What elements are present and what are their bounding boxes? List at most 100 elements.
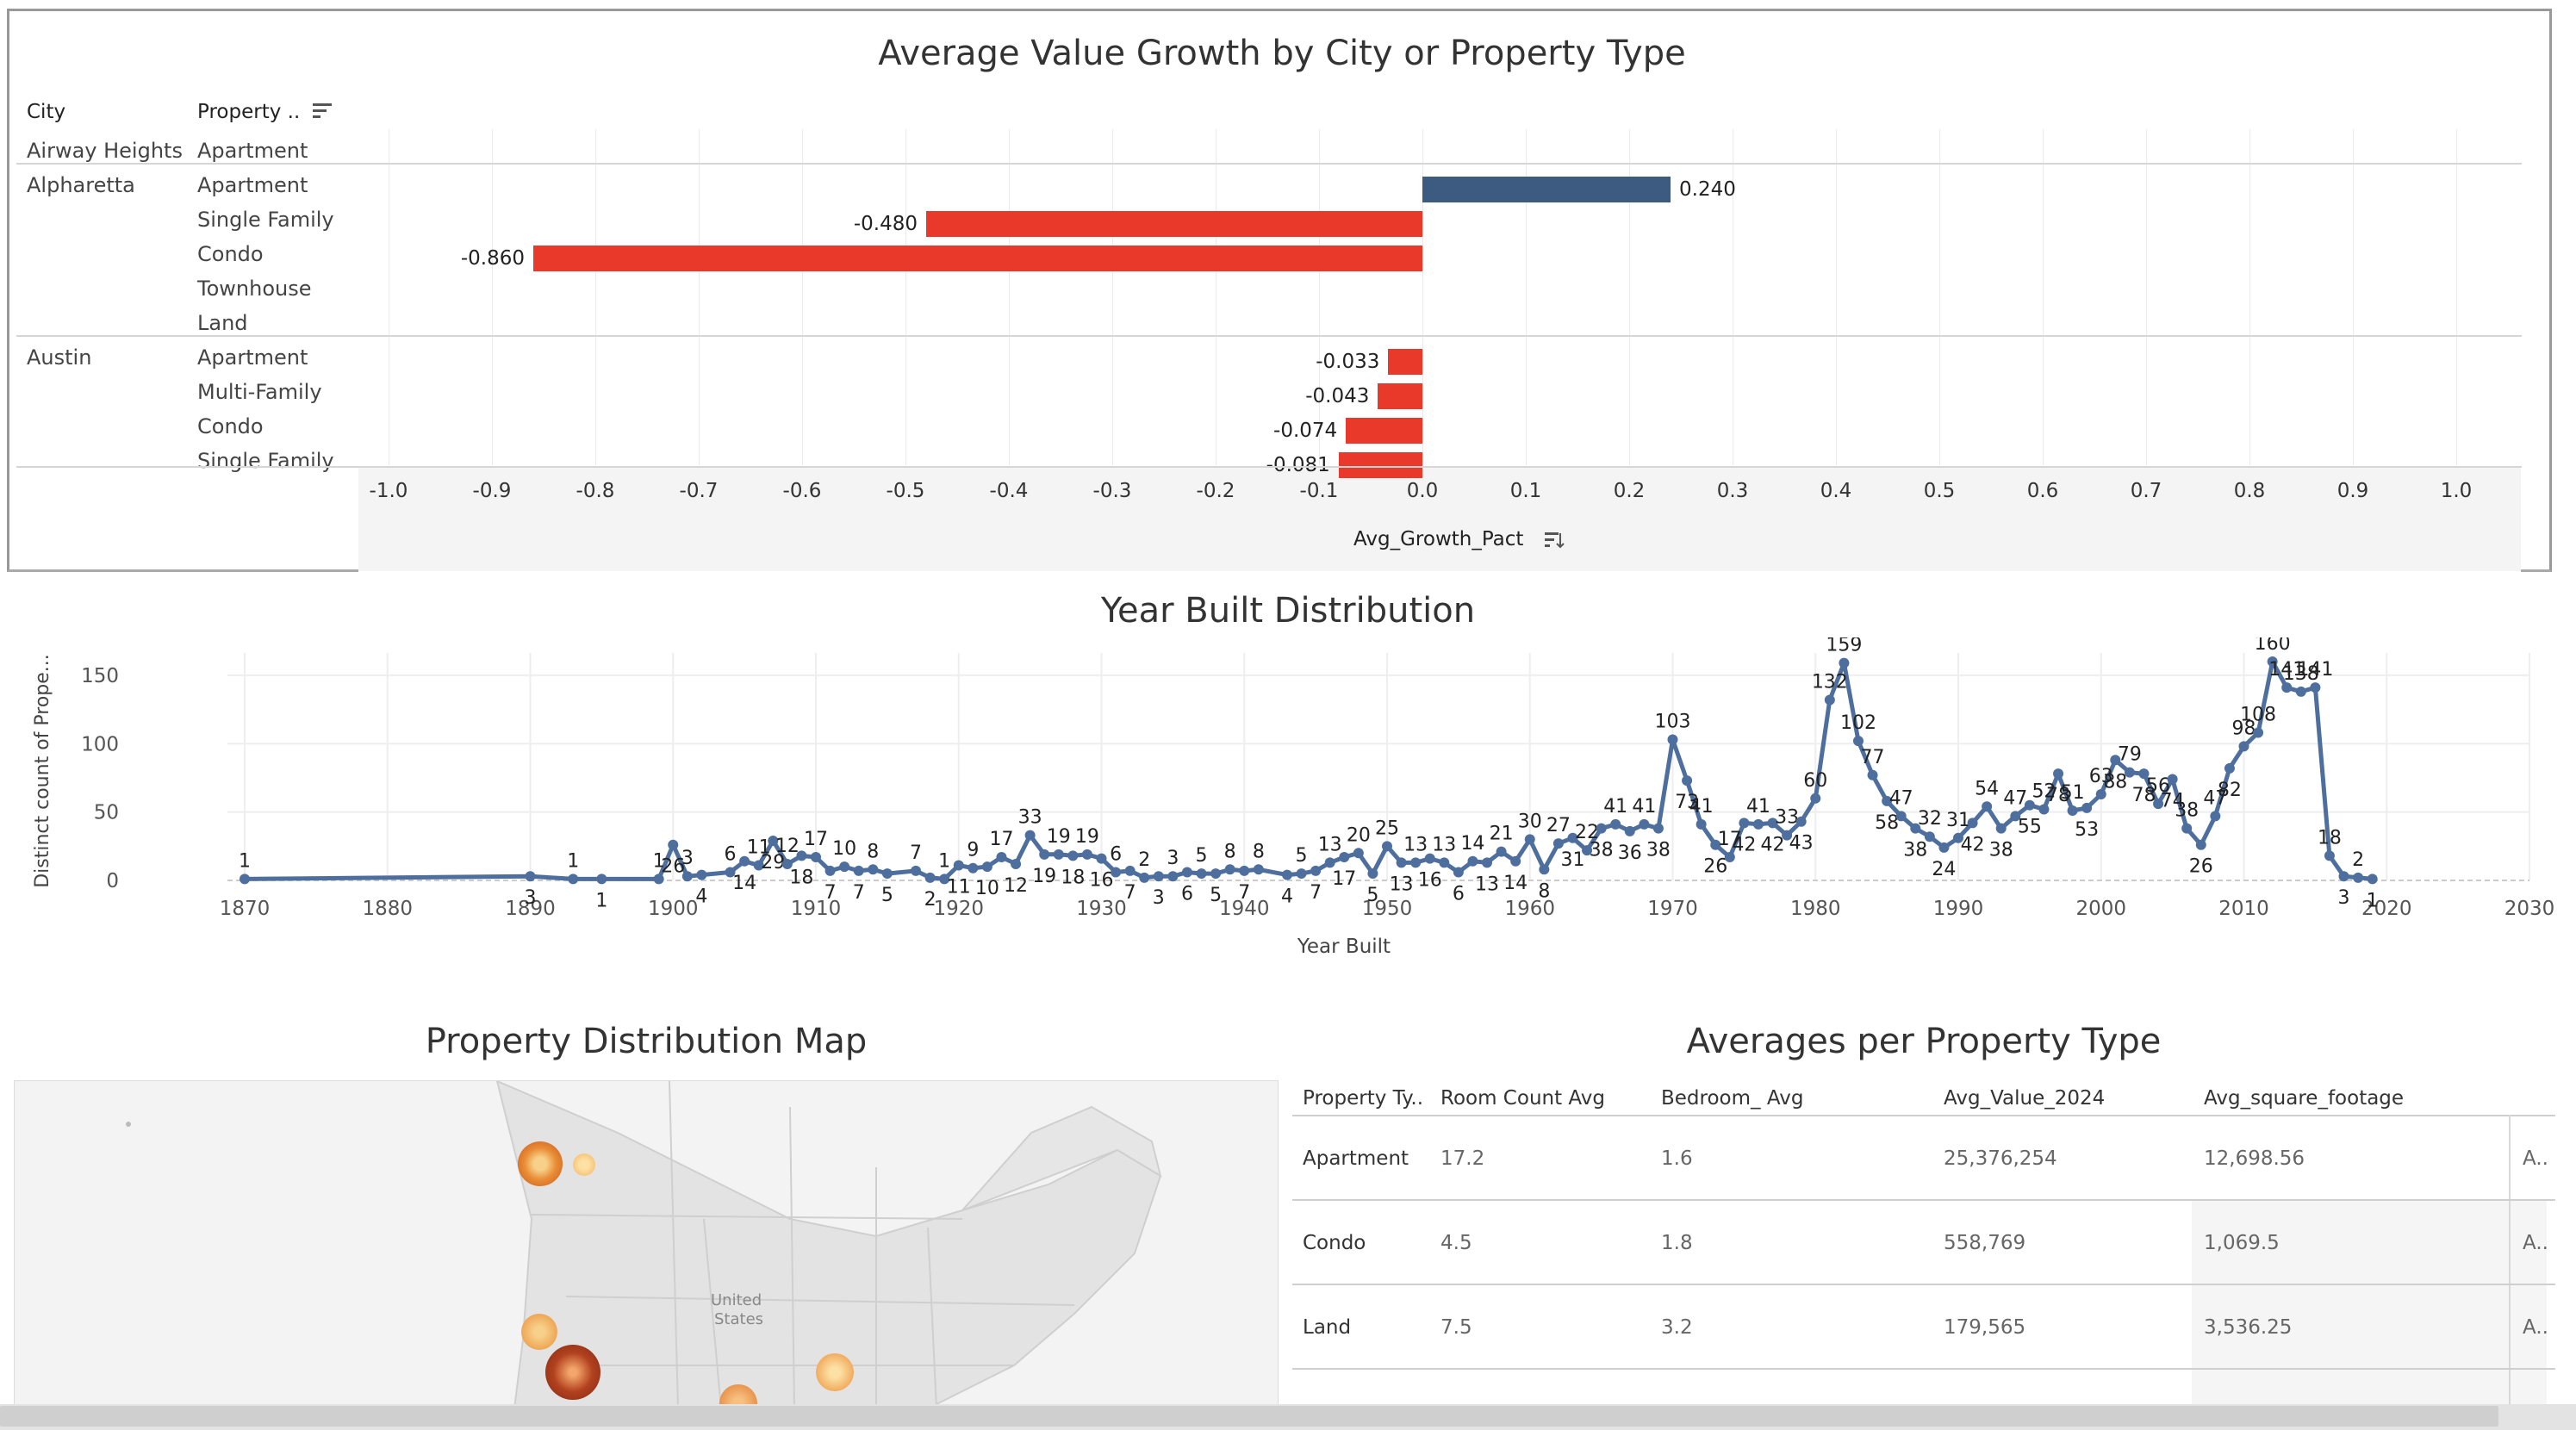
row-divider [1292, 1284, 2555, 1285]
data-point [1567, 832, 1578, 843]
property-type-label[interactable]: Townhouse [197, 277, 312, 301]
x-tick-label: -0.5 [886, 480, 925, 502]
data-label: 1 [567, 850, 579, 872]
data-label: 51 [2061, 782, 2085, 804]
y-axis-label: Distinct count of Prope... [32, 654, 53, 888]
city-label[interactable]: Austin [27, 345, 92, 370]
property-type-label[interactable]: Condo [197, 242, 264, 266]
data-point [2124, 767, 2135, 778]
gridline [2043, 129, 2044, 465]
scroll-thumb[interactable] [0, 1406, 2498, 1427]
bar-value-label: -0.860 [460, 247, 525, 270]
data-point [2153, 799, 2164, 810]
x-tick-label: 2000 [2075, 898, 2126, 920]
data-point [2253, 727, 2264, 738]
data-point [2138, 768, 2150, 780]
city-label[interactable]: Alpharetta [27, 173, 135, 197]
x-tick-label: -0.7 [679, 480, 719, 502]
x-tick-label: 1.0 [2440, 480, 2473, 502]
x-tick-label: 1900 [648, 898, 699, 920]
x-tick-label: 1920 [933, 898, 984, 920]
data-point [1353, 848, 1364, 859]
property-type-label[interactable]: Apartment [197, 173, 308, 197]
growth-bar[interactable] [1422, 177, 1671, 202]
x-tick-label: 1890 [505, 898, 556, 920]
map-marker[interactable] [816, 1353, 854, 1391]
map-marker[interactable] [545, 1345, 600, 1400]
col-property-type[interactable]: Property Ty.. [1303, 1087, 1424, 1110]
map-title: Property Distribution Map [425, 1022, 868, 1061]
data-label: 1 [239, 850, 251, 872]
data-label: 29 [761, 852, 785, 874]
growth-bar[interactable] [926, 211, 1422, 237]
data-label: 11 [947, 877, 971, 898]
data-label: 41 [1632, 796, 1656, 818]
table-cell: 3,536.25 [2204, 1316, 2293, 1339]
data-point [1482, 857, 1493, 868]
growth-bar[interactable] [533, 246, 1422, 271]
property-type-label[interactable]: Apartment [197, 139, 308, 163]
data-point [1196, 868, 1207, 880]
growth-bar[interactable] [1346, 418, 1422, 444]
bar-value-label: -0.081 [1266, 454, 1330, 476]
col-avg-value[interactable]: Avg_Value_2024 [1944, 1087, 2106, 1110]
data-label: 47 [1889, 787, 1913, 809]
data-point [1953, 832, 1963, 843]
city-column-header[interactable]: City [27, 101, 66, 123]
sort-icon[interactable] [1543, 530, 1565, 550]
data-label: 58 [1875, 812, 1899, 834]
property-column-header[interactable]: Property .. [197, 101, 301, 123]
property-type-label[interactable]: Single Family [197, 208, 334, 232]
growth-bar[interactable] [1378, 383, 1422, 409]
data-label: 102 [1840, 712, 1876, 734]
data-point [1524, 834, 1535, 845]
property-type-label[interactable]: Land [197, 311, 248, 335]
data-point [1111, 867, 1122, 878]
data-label: 38 [2175, 800, 2199, 822]
col-room-count[interactable]: Room Count Avg [1440, 1087, 1606, 1110]
data-label: 141 [2268, 659, 2305, 681]
data-point [1767, 818, 1778, 829]
map-marker[interactable] [518, 1141, 563, 1186]
table-cell: 558,769 [1944, 1232, 2026, 1254]
data-point [1582, 845, 1593, 856]
sort-descending-icon[interactable] [311, 101, 333, 121]
map-marker[interactable] [573, 1153, 595, 1176]
data-label: 138 [2283, 663, 2319, 685]
data-point [1724, 852, 1735, 863]
data-point [668, 839, 679, 850]
property-type-label[interactable]: Single Family [197, 449, 334, 473]
data-point [2195, 839, 2206, 850]
x-tick-label: -0.9 [472, 480, 512, 502]
data-label: 16 [1418, 870, 1442, 892]
data-point [953, 860, 964, 871]
x-tick-label: 0.7 [2130, 480, 2162, 502]
data-point [1253, 864, 1264, 875]
data-point [1410, 857, 1422, 868]
col-bedroom[interactable]: Bedroom_ Avg [1661, 1087, 1804, 1110]
city-label[interactable]: Airway Heights [27, 139, 183, 163]
growth-bar[interactable] [1338, 452, 1422, 478]
data-point [1895, 811, 1907, 822]
property-type-label[interactable]: Multi-Family [197, 380, 322, 404]
bar-value-label: 0.240 [1679, 178, 1736, 201]
property-type-label[interactable]: Apartment [197, 345, 308, 370]
bar-value-label: -0.043 [1305, 385, 1370, 407]
table-cell: 1.6 [1661, 1147, 1693, 1170]
data-label: 19 [1047, 826, 1071, 848]
horizontal-scrollbar[interactable] [0, 1404, 2576, 1430]
data-label: 7 [1238, 882, 1250, 904]
growth-bar[interactable] [1388, 349, 1422, 375]
data-label: 13 [1318, 834, 1342, 855]
col-square-footage[interactable]: Avg_square_footage [2204, 1087, 2405, 1110]
data-label: 7 [824, 882, 837, 904]
row-property-type: Condo [1303, 1232, 1366, 1254]
table-cell: 25,376,254 [1944, 1147, 2057, 1170]
property-type-label[interactable]: Condo [197, 414, 264, 438]
data-point [2081, 802, 2093, 813]
map-marker[interactable] [521, 1314, 557, 1350]
data-point [1424, 853, 1435, 864]
data-point [1995, 823, 2007, 834]
property-map[interactable]: United States [14, 1080, 1279, 1408]
row-divider [1292, 1199, 2555, 1201]
